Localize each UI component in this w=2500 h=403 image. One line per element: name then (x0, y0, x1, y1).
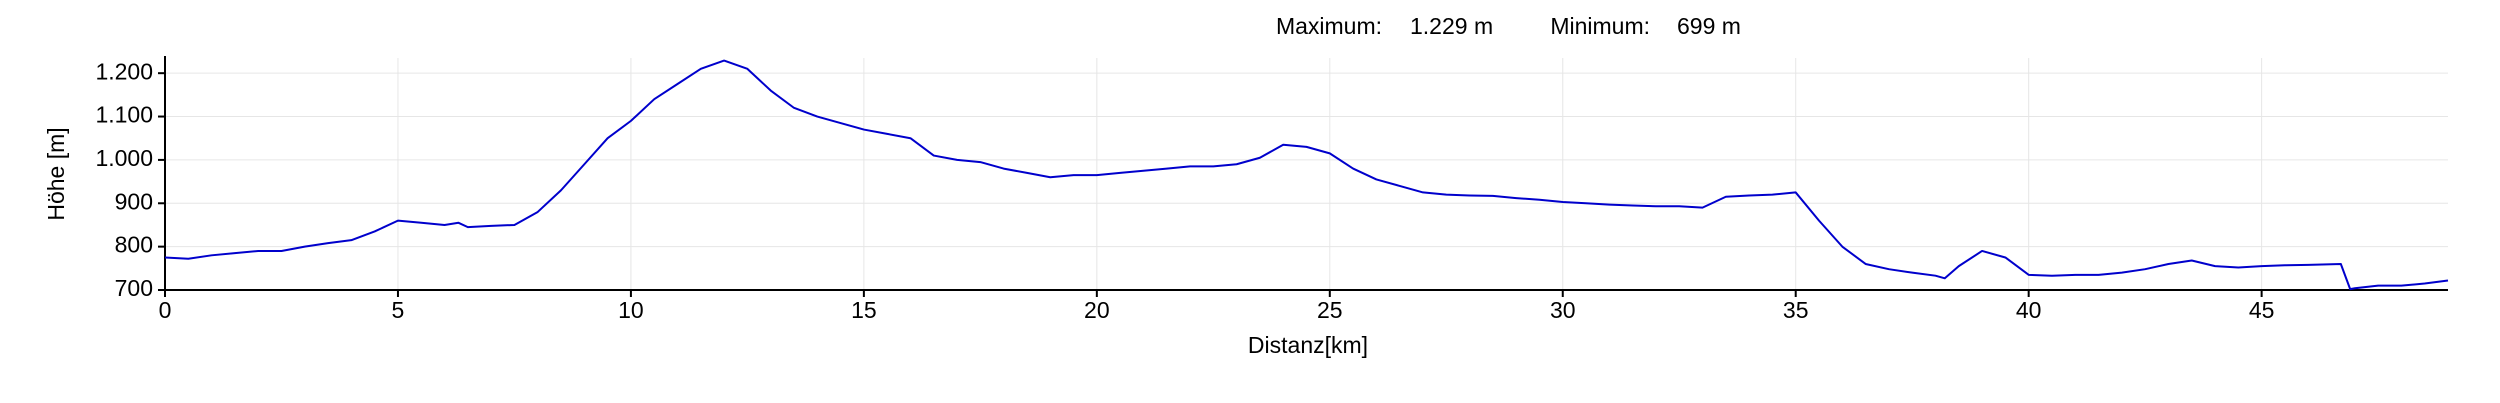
y-tick-label: 1.200 (95, 58, 153, 84)
y-tick-label: 1.100 (95, 102, 153, 128)
elevation-line (164, 59, 2449, 291)
stat-value: 699 m (1677, 13, 1741, 39)
y-tick-label: 900 (115, 188, 153, 214)
x-tick-label: 45 (2249, 297, 2275, 323)
y-tick-label: 1.000 (95, 145, 153, 171)
x-tick-label: 10 (618, 297, 644, 323)
stat-value: 1.229 m (1410, 13, 1493, 39)
stat-label: Minimum: (1550, 13, 1650, 39)
stat-label: Maximum: (1276, 13, 1382, 39)
x-tick-label: 30 (1550, 297, 1576, 323)
y-axis-label: Höhe [m] (43, 127, 69, 220)
x-tick-label: 25 (1317, 297, 1343, 323)
x-tick-label: 40 (2016, 297, 2042, 323)
x-tick-label: 15 (851, 297, 877, 323)
y-tick-label: 800 (115, 232, 153, 258)
x-tick-label: 0 (159, 297, 172, 323)
x-axis-label: Distanz[km] (1248, 332, 1368, 358)
x-tick-label: 5 (392, 297, 405, 323)
x-tick-label: 35 (1783, 297, 1809, 323)
x-tick-label: 20 (1084, 297, 1110, 323)
y-tick-label: 700 (115, 275, 153, 301)
